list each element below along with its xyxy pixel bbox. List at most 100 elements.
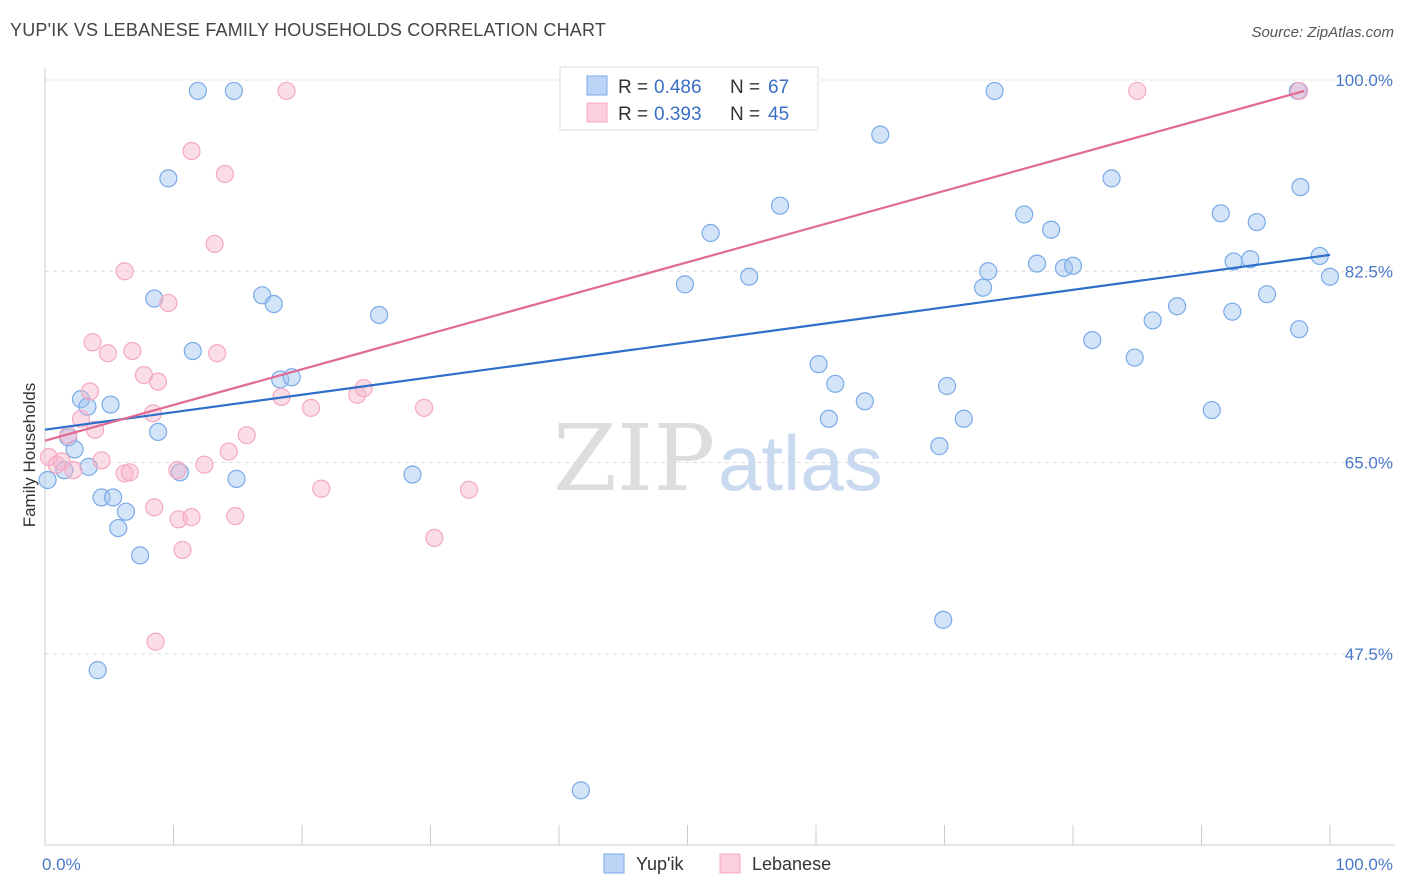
yupik-point-36 <box>855 392 874 411</box>
trend-lines <box>44 89 1331 442</box>
yupik-point-27 <box>403 465 422 484</box>
watermark-atlas: atlas <box>718 419 883 507</box>
tick-labels: 47.5% 65.0% 82.5% 100.0% 0.0% 100.0% <box>42 71 1393 874</box>
yupik-n-value: 67 <box>768 77 789 98</box>
yupik-r-value: 0.486 <box>654 77 702 98</box>
yupik-point-34 <box>819 409 838 428</box>
series-legend: Yup'ik Lebanese <box>603 853 831 874</box>
yupik-point-21 <box>227 469 246 488</box>
yupik-point-60 <box>1247 212 1266 232</box>
watermark-zip: ZIP <box>553 405 715 512</box>
yupik-point-14 <box>145 289 164 308</box>
yupik-point-18 <box>183 341 202 361</box>
yupik-point-57 <box>1223 302 1242 321</box>
yupik-point-40 <box>937 376 957 396</box>
x-tick-label-end: 100.0% <box>1335 855 1393 874</box>
yupik-point-15 <box>148 422 168 441</box>
lebanese-legend-swatch <box>586 102 608 123</box>
lebanese-point-24 <box>182 508 201 527</box>
lebanese-point-43 <box>1128 81 1147 101</box>
lebanese-point-19 <box>146 632 165 651</box>
yupik-point-51 <box>1102 169 1121 188</box>
legend-swatch-yupik <box>603 853 625 874</box>
lebanese-point-5 <box>71 409 91 428</box>
yupik-point-23 <box>264 294 283 314</box>
y-tick-label-2: 82.5% <box>1345 262 1393 281</box>
lebanese-point-9 <box>92 451 111 470</box>
yupik-point-59 <box>1241 250 1260 269</box>
lebanese-point-12 <box>120 463 139 482</box>
yupik-point-44 <box>979 262 998 281</box>
source-label: Source: ZipAtlas.com <box>1251 24 1394 41</box>
yupik-point-10 <box>104 488 123 507</box>
yupik-point-43 <box>973 278 993 297</box>
yupik-point-50 <box>1083 331 1102 350</box>
lebanese-point-32 <box>237 426 256 445</box>
yupik-point-7 <box>88 661 107 680</box>
legend-swatch-lebanese <box>719 853 741 874</box>
lebanese-point-26 <box>195 455 214 474</box>
y-axis-label: Family Households <box>20 383 39 528</box>
lebanese-point-40 <box>425 528 444 548</box>
yupik-point-13 <box>130 546 150 565</box>
lebanese-point-1 <box>47 455 66 474</box>
yupik-point-52 <box>1125 348 1144 367</box>
yupik-point-63 <box>1291 178 1310 197</box>
yupik-point-53 <box>1143 311 1162 330</box>
chart-title: YUP'IK VS LEBANESE FAMILY HOUSEHOLDS COR… <box>10 20 607 40</box>
lebanese-point-7 <box>80 382 100 401</box>
lebanese-trend-line <box>44 89 1305 442</box>
yupik-point-32 <box>770 196 790 215</box>
yupik-point-31 <box>740 267 759 286</box>
lebanese-point-23 <box>173 540 192 560</box>
yupik-point-20 <box>224 81 243 101</box>
lebanese-point-10 <box>98 344 118 363</box>
yupik-point-12 <box>116 502 136 521</box>
lebanese-r-value: 0.393 <box>654 104 702 125</box>
yupik-point-26 <box>370 305 389 325</box>
x-tick-label-start: 0.0% <box>42 855 81 874</box>
legend-label-lebanese: Lebanese <box>752 854 831 874</box>
legend-label-yupik: Yup'ik <box>636 854 684 874</box>
data-points <box>38 81 1340 800</box>
yupik-point-61 <box>1257 285 1277 304</box>
lebanese-n-label: N = <box>730 104 760 125</box>
y-tick-label-3: 100.0% <box>1335 71 1393 90</box>
y-tick-label-0: 47.5% <box>1345 645 1393 664</box>
yupik-point-62 <box>1290 320 1309 339</box>
lebanese-point-25 <box>182 141 201 161</box>
yupik-legend-swatch <box>586 75 608 96</box>
lebanese-point-20 <box>159 293 178 313</box>
lebanese-point-13 <box>115 262 134 281</box>
lebanese-point-4 <box>64 461 83 480</box>
yupik-point-33 <box>809 355 828 374</box>
lebanese-point-18 <box>145 498 164 517</box>
y-tick-label-1: 65.0% <box>1345 454 1393 473</box>
lebanese-point-27 <box>205 234 224 254</box>
yupik-point-42 <box>985 81 1004 101</box>
yupik-point-54 <box>1167 297 1187 316</box>
lebanese-point-21 <box>168 461 187 480</box>
lebanese-point-14 <box>123 341 142 361</box>
yupik-point-41 <box>954 409 973 428</box>
yupik-point-56 <box>1211 204 1230 223</box>
yupik-point-17 <box>170 463 190 482</box>
yupik-point-39 <box>934 610 953 629</box>
lebanese-r-label: R = <box>618 104 648 125</box>
yupik-point-35 <box>826 374 845 393</box>
yupik-trend-line <box>44 253 1331 431</box>
axes <box>44 68 1395 846</box>
yupik-point-47 <box>1042 220 1061 239</box>
lebanese-point-28 <box>208 344 227 363</box>
grid-lines <box>45 79 1395 655</box>
yupik-point-0 <box>38 470 57 490</box>
lebanese-n-value: 45 <box>768 104 789 125</box>
yupik-r-label: R = <box>618 77 648 98</box>
yupik-point-29 <box>675 275 695 294</box>
yupik-point-16 <box>159 169 178 188</box>
yupik-n-label: N = <box>730 77 760 98</box>
yupik-point-38 <box>930 437 949 456</box>
lebanese-point-39 <box>414 398 434 417</box>
yupik-point-37 <box>871 125 890 144</box>
